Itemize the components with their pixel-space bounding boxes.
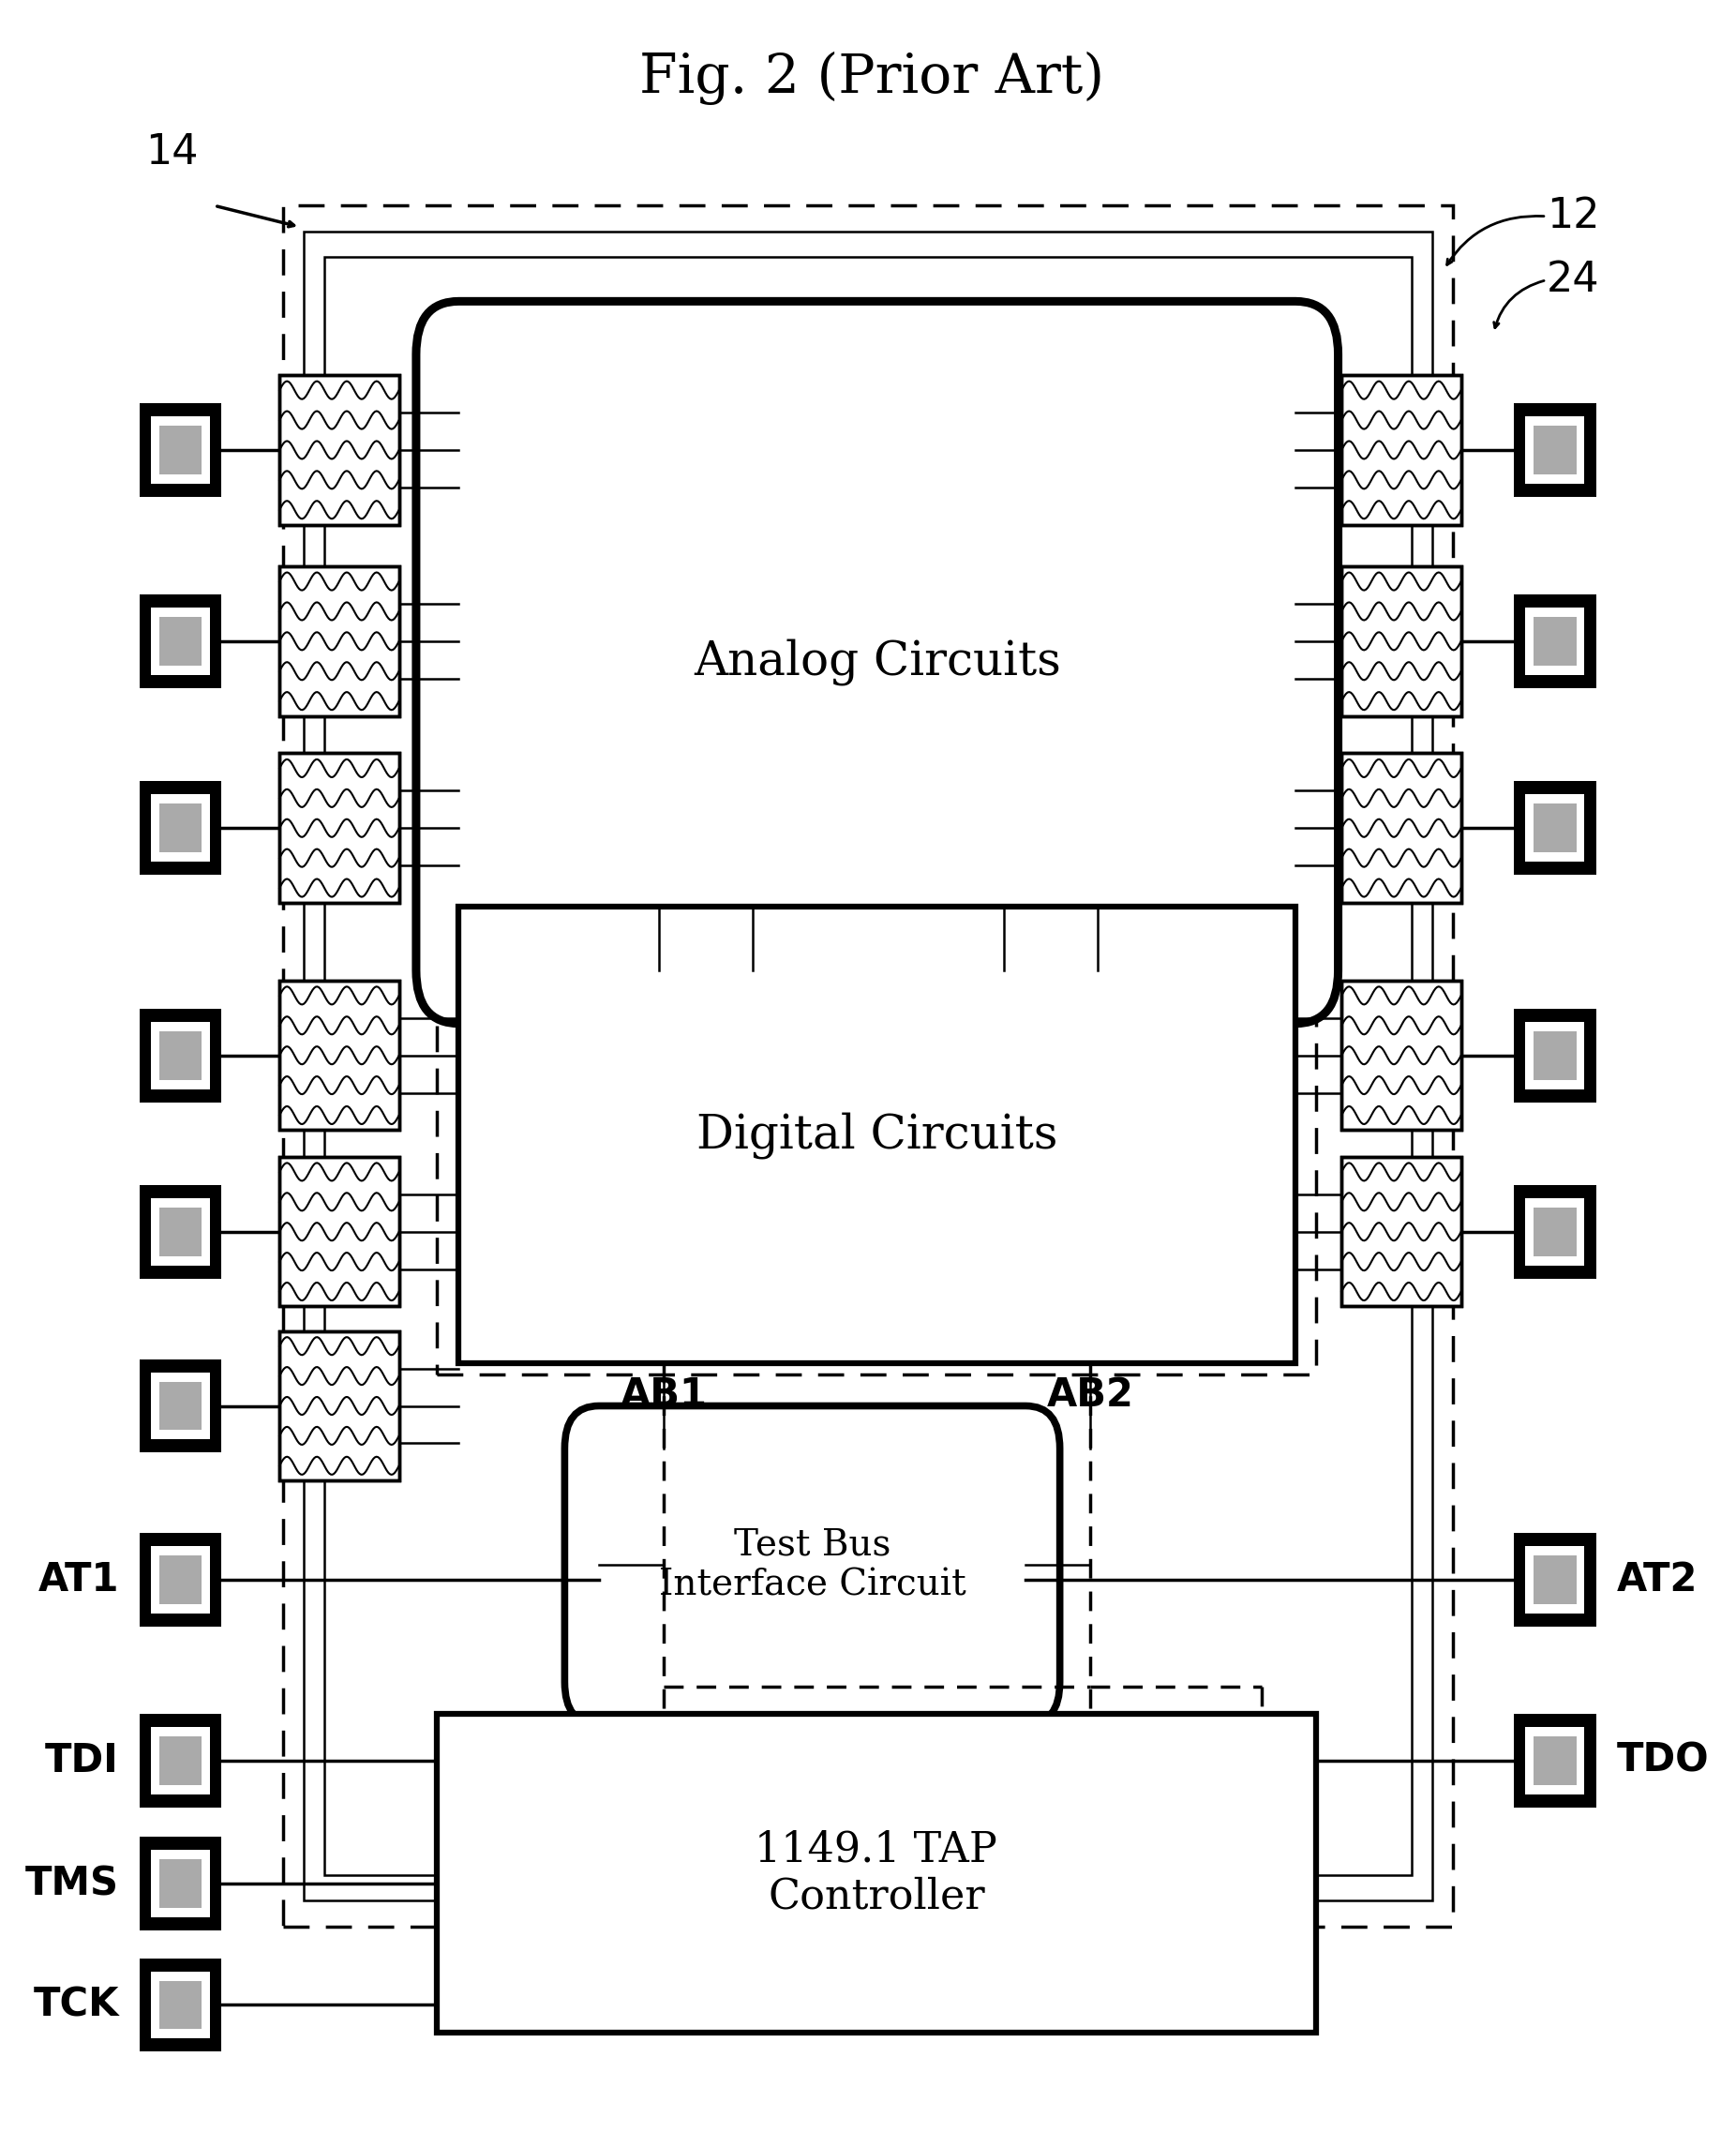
Bar <box>151 1972 210 2038</box>
Bar <box>279 567 399 716</box>
Bar <box>139 403 222 497</box>
Bar <box>151 608 210 676</box>
Text: AB1: AB1 <box>620 1375 707 1416</box>
Bar <box>458 906 1295 1362</box>
Bar <box>279 1330 399 1480</box>
Text: 12: 12 <box>1547 196 1599 237</box>
Bar <box>151 795 210 861</box>
Bar <box>1526 1727 1585 1795</box>
Text: TMS: TMS <box>26 1863 120 1904</box>
Bar <box>279 981 399 1130</box>
Bar <box>151 1198 210 1264</box>
Bar <box>325 256 1411 1876</box>
Bar <box>160 1735 201 1784</box>
Bar <box>1526 795 1585 861</box>
Bar <box>1342 375 1462 524</box>
Bar <box>1514 1008 1595 1102</box>
Bar <box>160 1981 201 2030</box>
Bar <box>139 1714 222 1808</box>
Bar <box>139 1838 222 1932</box>
Bar <box>1514 1185 1595 1279</box>
Text: Fig. 2 (Prior Art): Fig. 2 (Prior Art) <box>639 51 1104 104</box>
Text: 14: 14 <box>146 132 198 173</box>
Bar <box>151 1546 210 1614</box>
FancyBboxPatch shape <box>417 301 1338 1023</box>
Text: TCK: TCK <box>33 1985 120 2025</box>
Bar <box>160 1032 201 1079</box>
Bar <box>279 567 399 716</box>
Bar <box>279 375 399 524</box>
Text: Analog Circuits: Analog Circuits <box>693 640 1061 687</box>
Text: TDO: TDO <box>1616 1742 1708 1780</box>
Text: TDI: TDI <box>45 1742 120 1780</box>
Bar <box>304 230 1432 1902</box>
Bar <box>151 416 210 484</box>
Bar <box>151 1851 210 1917</box>
Bar <box>151 1727 210 1795</box>
Text: AT1: AT1 <box>38 1561 120 1599</box>
Bar <box>1533 426 1576 473</box>
Bar <box>151 1373 210 1439</box>
Bar <box>1342 753 1462 902</box>
Bar <box>160 426 201 473</box>
Bar <box>1342 981 1462 1130</box>
Bar <box>1526 608 1585 676</box>
Bar <box>279 753 399 902</box>
Bar <box>279 1330 399 1480</box>
Bar <box>1514 1714 1595 1808</box>
Bar <box>1514 780 1595 874</box>
Bar <box>139 1008 222 1102</box>
Bar <box>1514 595 1595 689</box>
Bar <box>1342 981 1462 1130</box>
Text: AT2: AT2 <box>1616 1561 1698 1599</box>
Bar <box>1533 616 1576 665</box>
FancyBboxPatch shape <box>564 1405 1061 1725</box>
Bar <box>139 595 222 689</box>
Bar <box>279 753 399 902</box>
Bar <box>283 205 1453 1927</box>
Bar <box>160 616 201 665</box>
Bar <box>279 981 399 1130</box>
Bar <box>436 1714 1316 2032</box>
Bar <box>160 1207 201 1256</box>
Bar <box>279 1158 399 1307</box>
Text: 24: 24 <box>1547 260 1599 301</box>
Bar <box>160 1556 201 1605</box>
Bar <box>1342 567 1462 716</box>
Bar <box>436 556 1316 1373</box>
Bar <box>139 1185 222 1279</box>
Bar <box>1533 1032 1576 1079</box>
Bar <box>139 1358 222 1452</box>
Bar <box>139 1533 222 1627</box>
Bar <box>1533 1735 1576 1784</box>
Text: AB2: AB2 <box>1047 1375 1134 1416</box>
Bar <box>139 780 222 874</box>
Bar <box>1533 1556 1576 1605</box>
Bar <box>279 1158 399 1307</box>
Bar <box>160 1859 201 1908</box>
Bar <box>1342 753 1462 902</box>
Text: Digital Circuits: Digital Circuits <box>696 1111 1057 1158</box>
Bar <box>1533 804 1576 853</box>
Bar <box>1342 375 1462 524</box>
Text: 1149.1 TAP
Controller: 1149.1 TAP Controller <box>755 1829 998 1917</box>
Bar <box>1526 416 1585 484</box>
Bar <box>1526 1198 1585 1264</box>
Bar <box>160 1382 201 1431</box>
Bar <box>279 375 399 524</box>
Bar <box>1342 1158 1462 1307</box>
Bar <box>1526 1546 1585 1614</box>
Bar <box>1342 567 1462 716</box>
Text: Test Bus
Interface Circuit: Test Bus Interface Circuit <box>658 1529 965 1603</box>
Bar <box>1533 1207 1576 1256</box>
Bar <box>151 1021 210 1089</box>
Bar <box>1514 1533 1595 1627</box>
Bar <box>1526 1021 1585 1089</box>
Bar <box>1514 403 1595 497</box>
Bar <box>1342 1158 1462 1307</box>
Bar <box>160 804 201 853</box>
Bar <box>139 1957 222 2051</box>
